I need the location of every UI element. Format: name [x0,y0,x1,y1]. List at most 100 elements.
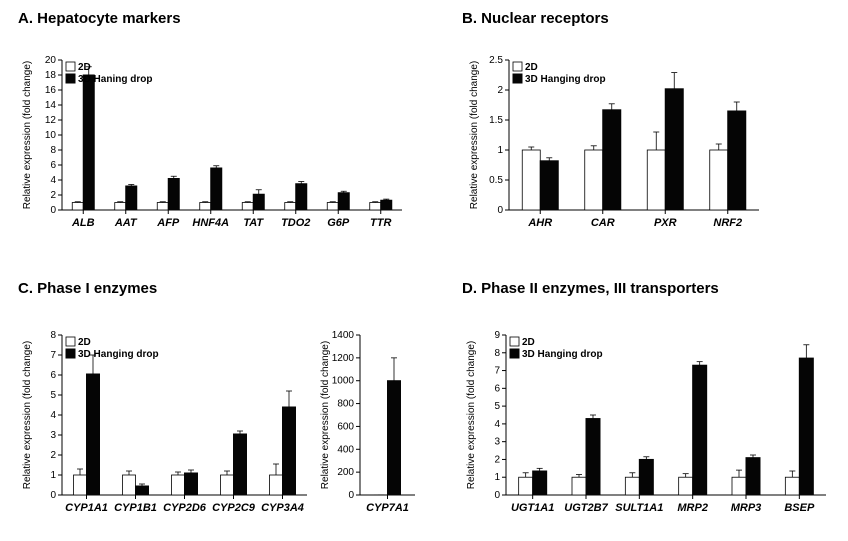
svg-text:2: 2 [50,190,56,201]
bar-3d [746,458,760,495]
category-label: UGT2B7 [564,502,608,514]
legend-2d: 2D [78,62,91,73]
category-label: CYP2D6 [163,502,207,514]
svg-text:0.5: 0.5 [489,175,503,186]
bar-3d [693,365,707,495]
svg-text:16: 16 [45,85,57,96]
svg-text:20: 20 [45,55,57,66]
svg-text:6: 6 [50,370,56,381]
bar-3d [296,184,307,210]
category-label: CYP1A1 [65,502,108,514]
category-label: G6P [327,217,350,229]
bar-2d [285,203,296,211]
svg-text:2: 2 [50,450,56,461]
panel-a-chart: 02468101214161820Relative expression (fo… [10,30,420,240]
bar-2d [200,203,211,211]
svg-text:10: 10 [45,130,57,141]
legend-3d: 3D Hanging drop [525,74,606,85]
svg-text:1000: 1000 [332,376,355,387]
bar-3d [126,186,137,210]
svg-text:Relative expression (fold chan: Relative expression (fold change) [320,341,331,489]
svg-text:2.5: 2.5 [489,55,503,66]
bar-3d [540,161,558,210]
svg-text:Relative expression (fold chan: Relative expression (fold change) [469,61,480,209]
svg-text:1: 1 [50,470,56,481]
category-label: AFP [156,217,180,229]
bar-2d [172,475,185,495]
svg-text:1: 1 [494,472,500,483]
svg-text:400: 400 [337,444,354,455]
category-label: CAR [591,217,615,229]
category-label: AAT [114,217,138,229]
bar-3d [381,200,392,210]
svg-text:7: 7 [50,350,56,361]
category-label: PXR [654,217,677,229]
bar-2d [115,203,126,211]
category-label: BSEP [784,502,815,514]
bar-3d [83,75,94,210]
category-label: CYP3A4 [261,502,304,514]
svg-text:5: 5 [494,401,500,412]
legend-3d: 3D Hanging drop [78,349,159,360]
bar-2d [123,475,136,495]
bar-2d [74,475,87,495]
bar-3d [136,486,149,495]
category-label: CYP2C9 [212,502,256,514]
bar-3d [211,168,222,210]
bar-2d [270,475,283,495]
category-label: SULT1A1 [615,502,663,514]
svg-text:Relative expression (fold chan: Relative expression (fold change) [466,341,477,489]
category-label: AHR [527,217,552,229]
panel-d-title: D. Phase II enzymes, III transporters [462,280,719,297]
svg-text:4: 4 [494,419,500,430]
bar-3d [283,407,296,495]
svg-text:4: 4 [50,410,56,421]
legend-2d: 2D [525,62,538,73]
svg-text:0: 0 [497,205,503,216]
bar-2d [72,203,83,211]
svg-text:3: 3 [494,437,500,448]
category-label: NRF2 [713,217,742,229]
svg-text:8: 8 [494,348,500,359]
svg-text:1.5: 1.5 [489,115,503,126]
bar-2d [519,477,533,495]
svg-text:0: 0 [494,490,500,501]
bar-2d [710,150,728,210]
bar-2d [327,203,338,211]
svg-text:4: 4 [50,175,56,186]
bar-3d [388,381,401,495]
category-label: TTR [370,217,391,229]
svg-text:0: 0 [50,490,56,501]
bar-2d [785,477,799,495]
svg-text:14: 14 [45,100,57,111]
svg-text:8: 8 [50,330,56,341]
bar-2d [647,150,665,210]
bar-2d [221,475,234,495]
svg-text:6: 6 [494,383,500,394]
category-label: TDO2 [281,217,310,229]
bar-3d [234,434,247,495]
category-label: HNF4A [192,217,229,229]
svg-text:5: 5 [50,390,56,401]
svg-text:18: 18 [45,70,57,81]
legend-3d: 3D Haning drop [78,74,152,85]
category-label: CYP1B1 [114,502,157,514]
svg-text:12: 12 [45,115,57,126]
panel-d-chart: 0123456789Relative expression (fold chan… [454,300,844,525]
bar-2d [242,203,253,211]
bar-3d [87,374,100,495]
svg-text:2: 2 [497,85,503,96]
svg-text:1400: 1400 [332,330,355,341]
svg-text:Relative expression (fold chan: Relative expression (fold change) [22,341,33,489]
bar-3d [338,193,349,210]
svg-text:200: 200 [337,467,354,478]
category-label: ALB [71,217,95,229]
bar-3d [533,471,547,495]
bar-2d [522,150,540,210]
legend-2d: 2D [522,337,535,348]
svg-text:0: 0 [348,490,354,501]
bar-3d [586,419,600,495]
category-label: CYP7A1 [366,502,409,514]
bar-2d [157,203,168,211]
bar-2d [625,477,639,495]
